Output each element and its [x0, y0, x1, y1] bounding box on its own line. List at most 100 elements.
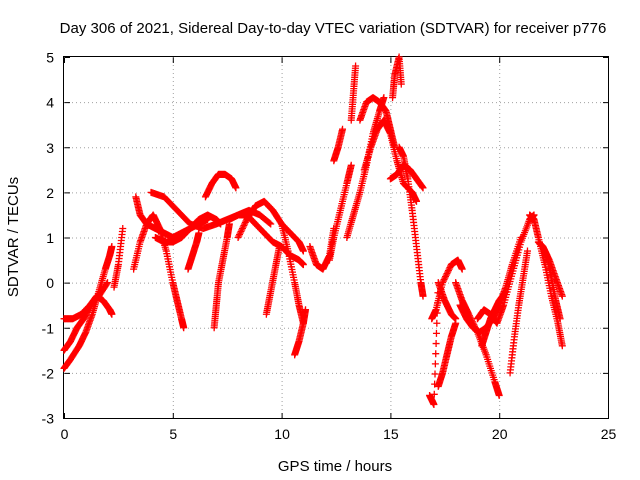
data-point: [266, 219, 274, 227]
data-point: [275, 243, 283, 251]
data-point: [236, 229, 244, 237]
series-arc-30: [452, 279, 503, 399]
series-arc-23: [360, 116, 421, 205]
data-point: [235, 232, 243, 240]
data-point: [352, 62, 360, 70]
data-point: [241, 218, 249, 226]
series-arc-4: [110, 224, 127, 291]
x-tick-label: 25: [601, 426, 617, 442]
data-point: [180, 324, 188, 332]
data-point: [432, 329, 440, 337]
series-arc-16: [291, 306, 310, 359]
data-point: [236, 230, 244, 238]
data-point: [430, 390, 438, 398]
series-arc-8: [151, 211, 225, 246]
data-point: [240, 221, 248, 229]
data-point: [444, 268, 452, 276]
data-point: [556, 315, 564, 323]
series-arc-33: [478, 288, 510, 350]
data-point: [431, 360, 439, 368]
data-point: [238, 224, 246, 232]
y-tick-label: 0: [46, 275, 54, 291]
x-tick-label: 15: [383, 426, 399, 442]
data-point: [432, 350, 440, 358]
data-point: [347, 161, 355, 169]
data-point: [302, 306, 310, 314]
series-arc-12: [225, 211, 307, 269]
data-point: [452, 319, 460, 327]
series-arc-26: [395, 143, 427, 300]
data-point: [502, 288, 510, 296]
data-point: [419, 292, 427, 300]
y-tick-label: 3: [46, 140, 54, 156]
data-point: [444, 267, 452, 275]
data-point: [108, 310, 116, 318]
x-tick-label: 10: [274, 426, 290, 442]
series-arc-28: [428, 256, 466, 323]
data-point: [397, 80, 405, 88]
series-arc-11: [184, 229, 203, 273]
data-point: [440, 276, 448, 284]
data-point: [419, 184, 427, 192]
series-arc-19: [330, 125, 347, 165]
data-point: [234, 234, 242, 241]
series-arc-27: [426, 279, 460, 408]
series-arc-24: [389, 53, 405, 102]
data-point: [442, 273, 450, 281]
data-points: [60, 53, 566, 408]
data-point: [433, 319, 441, 327]
data-point: [523, 247, 531, 255]
data-point: [299, 261, 307, 269]
data-point: [339, 125, 347, 133]
series-arc-9: [201, 170, 240, 201]
data-point: [445, 265, 453, 273]
data-point: [431, 370, 439, 378]
data-point: [241, 220, 249, 228]
y-tick-label: -2: [42, 365, 55, 381]
data-point: [442, 271, 450, 279]
data-point: [380, 94, 388, 102]
series-arc-3: [60, 279, 112, 323]
data-point: [441, 274, 449, 282]
data-point: [458, 265, 466, 273]
y-tick-label: 5: [46, 50, 54, 66]
series-arc-10: [210, 220, 233, 332]
data-point: [413, 197, 421, 205]
y-tick-labels: -3 -2 -1 0 1 2 3 4 5: [42, 50, 55, 427]
series-arc-2: [60, 292, 116, 354]
data-point: [558, 342, 566, 350]
data-point: [267, 220, 275, 228]
y-tick-label: 2: [46, 185, 54, 201]
chart-title: Day 306 of 2021, Sidereal Day-to-day VTE…: [60, 20, 607, 37]
series-arc-13: [234, 197, 307, 255]
data-point: [232, 184, 240, 192]
series-arc-34: [506, 247, 531, 377]
series-arc-37: [539, 243, 564, 323]
y-tick-label: -1: [42, 320, 55, 336]
x-tick-label: 0: [61, 426, 69, 442]
y-axis-label: SDTVAR / TECUs: [5, 177, 22, 297]
x-tick-label: 5: [169, 426, 177, 442]
x-axis-label: GPS time / hours: [278, 458, 392, 475]
series-arc-18: [325, 161, 355, 264]
data-point: [104, 279, 112, 287]
data-point: [239, 223, 247, 231]
series-arc-21: [347, 62, 360, 124]
x-tick-label: 20: [492, 426, 508, 442]
y-tick-label: 4: [46, 95, 54, 111]
data-point: [439, 277, 447, 285]
data-point: [237, 227, 245, 235]
data-point: [432, 340, 440, 348]
data-point: [217, 220, 225, 228]
data-point: [195, 229, 203, 237]
data-point: [108, 243, 116, 251]
data-point: [430, 400, 438, 408]
series-arc-29: [434, 319, 460, 390]
data-point: [103, 280, 111, 288]
y-tick-label: -3: [42, 411, 55, 427]
data-point: [299, 247, 307, 255]
data-point: [495, 391, 503, 399]
y-tick-label: 1: [46, 230, 54, 246]
x-tick-labels: 0 5 10 15 20 25: [61, 426, 617, 442]
axes: [63, 56, 609, 419]
